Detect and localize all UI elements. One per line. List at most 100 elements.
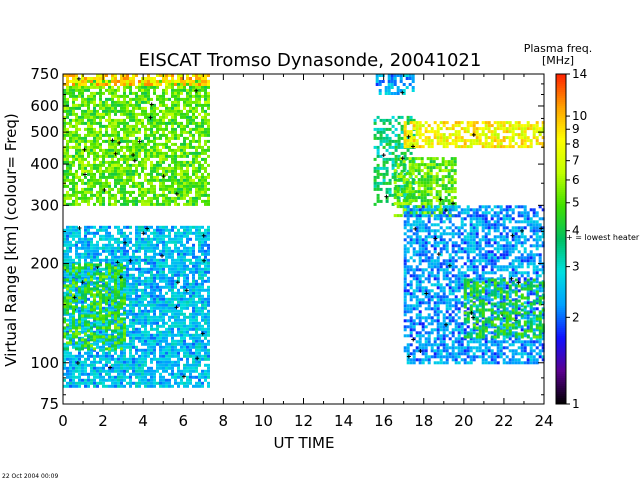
echo-cell (475, 133, 479, 137)
echo-cell (108, 91, 111, 95)
colorbar-unit: [MHz] (542, 54, 574, 67)
echo-cell (409, 328, 413, 332)
echo-cell (189, 109, 192, 113)
heater-freq-marker (174, 305, 179, 310)
echo-cell (123, 354, 126, 358)
echo-cell (183, 318, 186, 322)
echo-cell (63, 100, 66, 104)
echo-cell (201, 163, 204, 167)
echo-cell (141, 91, 144, 95)
echo-cell (393, 172, 397, 176)
echo-cell (90, 166, 93, 170)
echo-cell (402, 163, 406, 167)
echo-cell (186, 175, 189, 179)
echo-cell (192, 294, 195, 298)
echo-cell (165, 378, 168, 382)
echo-cell (207, 231, 210, 235)
echo-cell (150, 360, 153, 364)
echo-cell (447, 202, 451, 206)
echo-cell (69, 193, 72, 197)
echo-cell (129, 88, 132, 92)
echo-cell (423, 205, 427, 209)
echo-cell (177, 97, 180, 101)
echo-cell (90, 175, 93, 179)
echo-cell (90, 91, 93, 95)
echo-cell (111, 384, 114, 388)
echo-cell (90, 252, 93, 256)
heater-freq-marker (76, 76, 81, 81)
echo-cell (147, 91, 150, 95)
echo-cell (129, 112, 132, 116)
echo-cell (105, 109, 108, 113)
echo-cell (165, 193, 168, 197)
echo-cell (165, 228, 168, 232)
echo-cell (150, 339, 153, 343)
echo-cell (373, 121, 377, 125)
echo-cell (78, 312, 81, 316)
echo-cell (96, 77, 99, 80)
echo-cell (93, 381, 96, 385)
echo-cell (81, 336, 84, 340)
echo-cell (123, 151, 126, 155)
heater-freq-marker (400, 90, 405, 95)
echo-cell (499, 121, 503, 125)
echo-cell (177, 366, 180, 370)
echo-cell (93, 157, 96, 161)
echo-cell (424, 136, 428, 140)
echo-cell (520, 130, 524, 134)
echo-cell (81, 166, 84, 170)
echo-cell (162, 184, 165, 188)
echo-cell (153, 294, 156, 298)
echo-cell (102, 306, 105, 310)
echo-cell (502, 130, 506, 134)
echo-cell (171, 270, 174, 274)
echo-cell (66, 237, 69, 241)
echo-cell (75, 252, 78, 256)
echo-cell (204, 306, 207, 310)
echo-cell (108, 345, 111, 349)
echo-cell (72, 97, 75, 101)
echo-cell (198, 261, 201, 265)
echo-cell (174, 178, 177, 182)
echo-cell (186, 160, 189, 164)
echo-cell (105, 225, 108, 229)
echo-cell (159, 74, 162, 77)
echo-cell (412, 247, 416, 251)
echo-cell (147, 366, 150, 370)
echo-cell (453, 160, 457, 164)
echo-cell (186, 375, 189, 379)
echo-cell (177, 74, 180, 77)
echo-cell (75, 384, 78, 388)
echo-cell (69, 243, 72, 247)
echo-cell (192, 354, 195, 358)
echo-cell (150, 154, 153, 158)
echo-cell (189, 196, 192, 200)
echo-cell (144, 80, 147, 83)
echo-cell (69, 324, 72, 328)
echo-cell (123, 291, 126, 295)
echo-cell (132, 330, 135, 334)
echo-cell (198, 83, 201, 86)
echo-cell (156, 237, 159, 241)
echo-cell (138, 258, 141, 262)
echo-cell (192, 357, 195, 361)
echo-cell (117, 139, 120, 143)
echo-cell (406, 145, 410, 149)
echo-cell (81, 199, 84, 203)
echo-cell (189, 381, 192, 385)
echo-cell (96, 193, 99, 197)
echo-cell (177, 291, 180, 295)
echo-cell (186, 363, 189, 367)
echo-cell (162, 196, 165, 200)
echo-cell (490, 133, 494, 137)
echo-cell (165, 187, 168, 191)
echo-cell (129, 133, 132, 137)
echo-cell (165, 80, 168, 83)
echo-cell (90, 225, 93, 229)
echo-cell (411, 190, 415, 194)
echo-cell (493, 127, 497, 131)
echo-cell (126, 157, 129, 161)
echo-cell (207, 369, 210, 373)
echo-cell (120, 381, 123, 385)
echo-cell (177, 288, 180, 292)
